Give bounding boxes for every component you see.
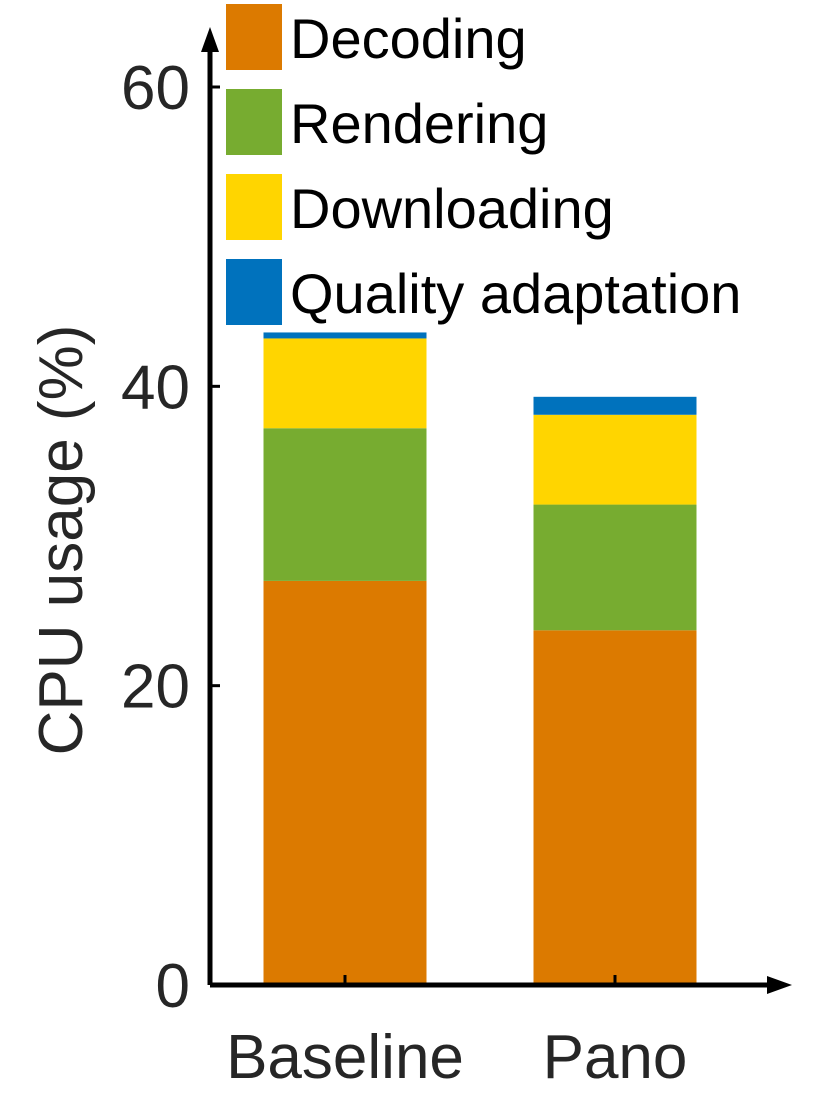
y-tick-label: 40 [121,353,190,422]
bar-baseline-downloading [263,338,427,429]
bar-pano-quality-adaptation [533,396,697,415]
y-tick-label: 20 [121,653,190,722]
axes-layer: 0 20 40 60 Baseline Pano [121,27,792,1092]
bar-pano-rendering [533,504,697,631]
legend-label: Downloading [290,177,614,240]
legend-label: Rendering [290,92,548,155]
bar-pano-decoding [533,630,697,985]
legend-swatch [226,259,282,325]
legend-swatch [226,4,282,70]
y-axis-arrow-icon [201,27,219,52]
x-tick-label: Baseline [226,1023,464,1092]
bar-baseline-quality-adaptation [263,332,427,339]
x-axis-arrow-icon [767,976,792,994]
legend-swatch [226,89,282,155]
y-tick-label: 60 [121,54,190,123]
y-tick-label: 0 [156,952,190,1021]
y-axis-label: CPU usage (%) [27,325,96,756]
x-tick-label: Pano [543,1023,688,1092]
bar-baseline-decoding [263,580,427,985]
bar-baseline-rendering [263,428,427,581]
bar-pano-downloading [533,414,697,505]
legend-label: Quality adaptation [290,262,741,325]
legend-label: Decoding [290,7,527,70]
legend-swatch [226,174,282,240]
legend: Decoding Rendering Downloading Quality adap… [226,4,741,325]
bars-layer [263,332,697,985]
